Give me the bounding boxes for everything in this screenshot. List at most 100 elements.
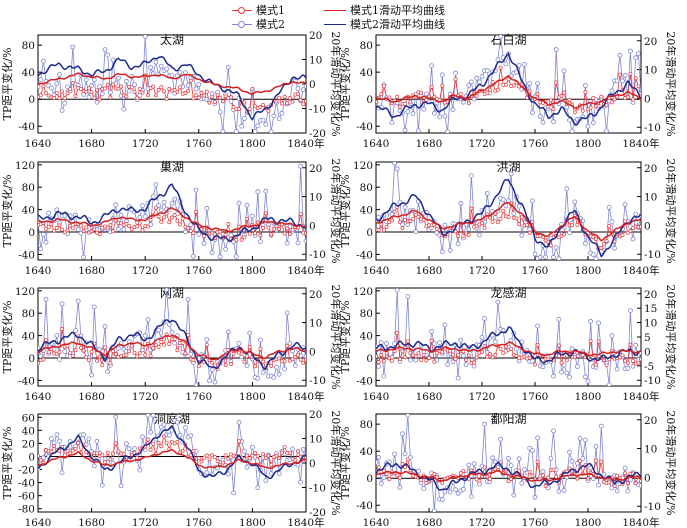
- mode1-point: [474, 355, 479, 360]
- mode2-point: [559, 369, 564, 375]
- plot-area: [376, 35, 641, 133]
- mode1-point: [562, 232, 567, 237]
- mode2-point: [140, 203, 145, 209]
- x-tick-label: 1800: [239, 138, 266, 150]
- mode1-point: [207, 100, 212, 105]
- mode2-point: [188, 351, 194, 357]
- mode2-point: [384, 341, 390, 346]
- mode2-point: [468, 79, 474, 85]
- y2-tick-label: 5: [644, 332, 651, 344]
- mode1-point: [591, 95, 596, 100]
- mode1-point: [255, 220, 260, 225]
- y2-tick-label: 20: [644, 36, 657, 48]
- mode2-point: [145, 414, 151, 418]
- mode1-point: [519, 215, 524, 220]
- mode2-point: [38, 77, 44, 82]
- mode2-point: [38, 84, 41, 90]
- mode1-point: [196, 456, 201, 461]
- mode2-point: [81, 432, 86, 438]
- mode1-point: [461, 233, 466, 238]
- mode2-point: [609, 88, 615, 94]
- mode2-point: [625, 365, 631, 371]
- mode1-point: [145, 93, 150, 98]
- mode1-smooth-line: [376, 74, 641, 110]
- mode1-point: [514, 216, 519, 221]
- y-tick-label: -40: [356, 500, 373, 512]
- mode2-point: [498, 436, 504, 442]
- mode1-point: [175, 348, 180, 353]
- x-tick-label: 1760: [185, 391, 212, 403]
- mode2-point: [476, 232, 482, 238]
- y2-tick-label: 15: [644, 303, 657, 315]
- mode1-point: [202, 93, 207, 98]
- mode2-point: [177, 432, 183, 438]
- mode1-point: [162, 215, 166, 220]
- mode2-point: [447, 247, 453, 253]
- mode1-point: [151, 441, 156, 446]
- mode1-point: [220, 460, 225, 465]
- mode2-point: [54, 332, 60, 338]
- mode1-point: [103, 460, 107, 465]
- mode1-point: [575, 476, 580, 481]
- mode2-point: [392, 162, 397, 166]
- mode2-point: [479, 74, 485, 79]
- y-tick-label: 40: [360, 446, 373, 458]
- mode2-smooth-line: [376, 52, 641, 126]
- mode1-point: [266, 453, 271, 458]
- mode1-point: [461, 468, 466, 473]
- mode1-point: [111, 229, 115, 234]
- mode2-series: [376, 290, 641, 385]
- mode1-point: [490, 355, 495, 360]
- mode1-point: [204, 453, 209, 458]
- mode1-point: [424, 358, 429, 363]
- mode2-point: [207, 378, 212, 384]
- mode2-point: [75, 298, 81, 304]
- mode1-point: [506, 215, 511, 219]
- y2-tick-label: -10: [644, 249, 661, 261]
- mode1-point: [429, 84, 434, 89]
- y-tick-label: 80: [22, 182, 35, 194]
- mode2-smooth-line: [38, 424, 306, 480]
- x-tick-label: 1760: [522, 138, 549, 150]
- mode1-point: [38, 453, 40, 458]
- mode1-point: [86, 86, 91, 91]
- mode1-point: [143, 352, 148, 357]
- mode2-point: [413, 229, 419, 235]
- mode1-point: [408, 219, 413, 223]
- mode1-point: [490, 80, 495, 85]
- y2-axis-label: 20年滑动平均变化/%: [329, 284, 343, 389]
- mode1-point: [482, 225, 487, 230]
- mode1-point: [559, 360, 564, 365]
- y2-tick-label: 10: [644, 65, 657, 77]
- mode1-point: [395, 331, 400, 335]
- y-tick-label: 0: [28, 227, 35, 239]
- mode2-point: [633, 342, 639, 348]
- mode1-point: [419, 358, 424, 363]
- y2-tick-label: 0: [309, 346, 316, 358]
- y-tick-label: 40: [22, 205, 35, 217]
- mode2-point: [148, 65, 154, 70]
- x-tick-label: 1640: [363, 517, 390, 528]
- mode1-point: [453, 356, 458, 361]
- mode2-point: [185, 83, 191, 88]
- mode1-point: [617, 72, 622, 77]
- mode1-point: [427, 355, 431, 360]
- mode2-point: [148, 222, 154, 228]
- y-tick-label: 40: [22, 331, 35, 343]
- mode1-point: [95, 451, 99, 456]
- y2-tick-label: -10: [644, 375, 661, 387]
- mode2-point: [593, 443, 599, 449]
- mode2-point: [233, 254, 239, 260]
- mode2-point: [392, 451, 398, 457]
- mode2-point: [142, 35, 148, 39]
- mode1-point: [509, 346, 514, 351]
- mode1-point: [159, 85, 164, 90]
- mode1-point: [594, 362, 598, 367]
- y-tick-label: 40: [360, 205, 373, 217]
- y-tick-label: 80: [22, 308, 35, 320]
- mode1-smooth-line: [376, 341, 641, 357]
- mode1-point: [261, 452, 266, 457]
- mode1-point: [453, 77, 458, 82]
- mode1-point: [54, 90, 59, 95]
- x-tick-label: 1720: [469, 391, 496, 403]
